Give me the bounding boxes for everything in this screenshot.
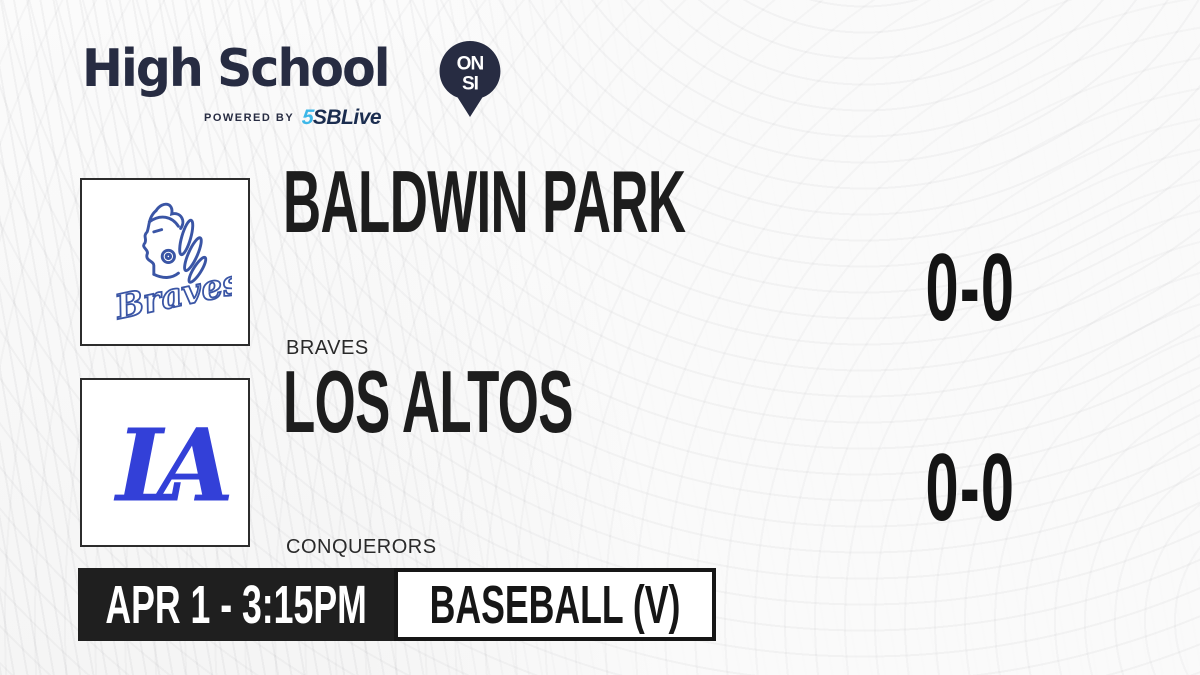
team2-mascot: CONQUERORS [286,536,437,558]
la-monogram-text: LA [113,406,230,524]
game-datetime: APR 1 - 3:15PM [105,574,367,635]
game-datetime-box: APR 1 - 3:15PM [78,568,394,641]
sblive-logo: 5 SBLive [301,106,382,130]
game-event-box: BASEBALL (V) [394,568,716,641]
pin-text-on: ON [457,53,484,74]
team1-mascot: BRAVES [286,337,369,359]
pin-text-si: SI [462,73,479,94]
team1-record: 0-0 [925,234,1015,341]
team2-name: LOS ALTOS [283,352,574,451]
team2-logo-box: LA [80,378,250,547]
on-si-pin-icon: ON SI [439,40,501,118]
powered-by-row: POWERED BY 5 SBLive [204,106,382,130]
team1-name: BALDWIN PARK [283,152,686,251]
game-event: BASEBALL (V) [429,574,681,635]
brand-title: High School [82,39,391,99]
sblive-wordmark: SBLive [312,106,382,129]
braves-script-text: Braves [111,262,232,327]
powered-by-label: POWERED BY [204,112,295,124]
baldwin-park-braves-logo: Braves [110,202,232,328]
team2-record: 0-0 [925,434,1015,541]
sblive-glyph-icon: 5 [301,106,316,129]
los-altos-la-monogram-logo: LA [113,406,235,524]
team1-logo-box: Braves [80,178,250,346]
